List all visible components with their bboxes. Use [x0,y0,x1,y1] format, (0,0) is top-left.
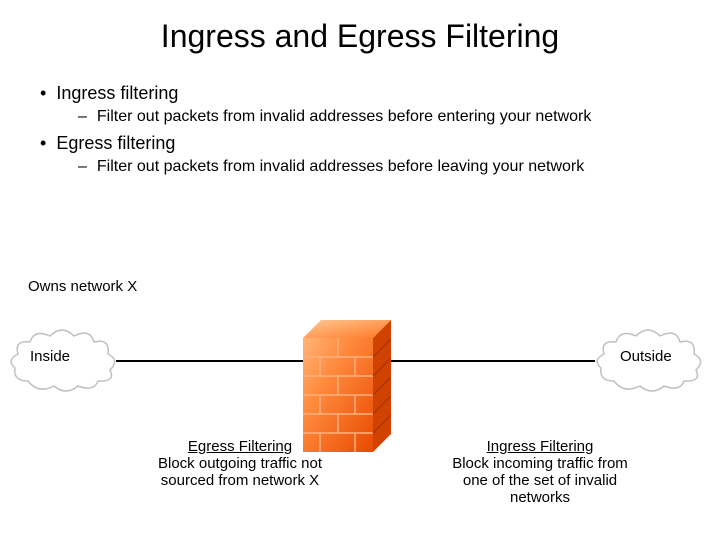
outside-label: Outside [620,348,672,365]
bullet-egress: Egress filtering [40,133,680,154]
bullet-egress-detail: Filter out packets from invalid addresse… [78,157,680,177]
ingress-line3: networks [420,489,660,506]
ingress-line1: Block incoming traffic from [420,455,660,472]
ingress-title: Ingress Filtering [487,438,594,455]
line-right [390,360,595,362]
firewall-icon [303,320,391,452]
bullet-ingress-detail: Filter out packets from invalid addresse… [78,107,680,127]
egress-block: Egress Filtering Block outgoing traffic … [130,438,350,489]
bullet-ingress: Ingress filtering [40,83,680,104]
ingress-line2: one of the set of invalid [420,472,660,489]
egress-line1: Block outgoing traffic not [130,455,350,472]
bullet-list: Ingress filtering Filter out packets fro… [0,55,720,177]
egress-title: Egress Filtering [188,438,292,455]
egress-line2: sourced from network X [130,472,350,489]
page-title: Ingress and Egress Filtering [0,0,720,55]
line-left [116,360,304,362]
inside-label: Inside [30,348,70,365]
diagram-area: Owns network X Inside Outside [0,260,720,540]
ingress-block: Ingress Filtering Block incoming traffic… [420,438,660,506]
owns-network-label: Owns network X [28,278,137,295]
